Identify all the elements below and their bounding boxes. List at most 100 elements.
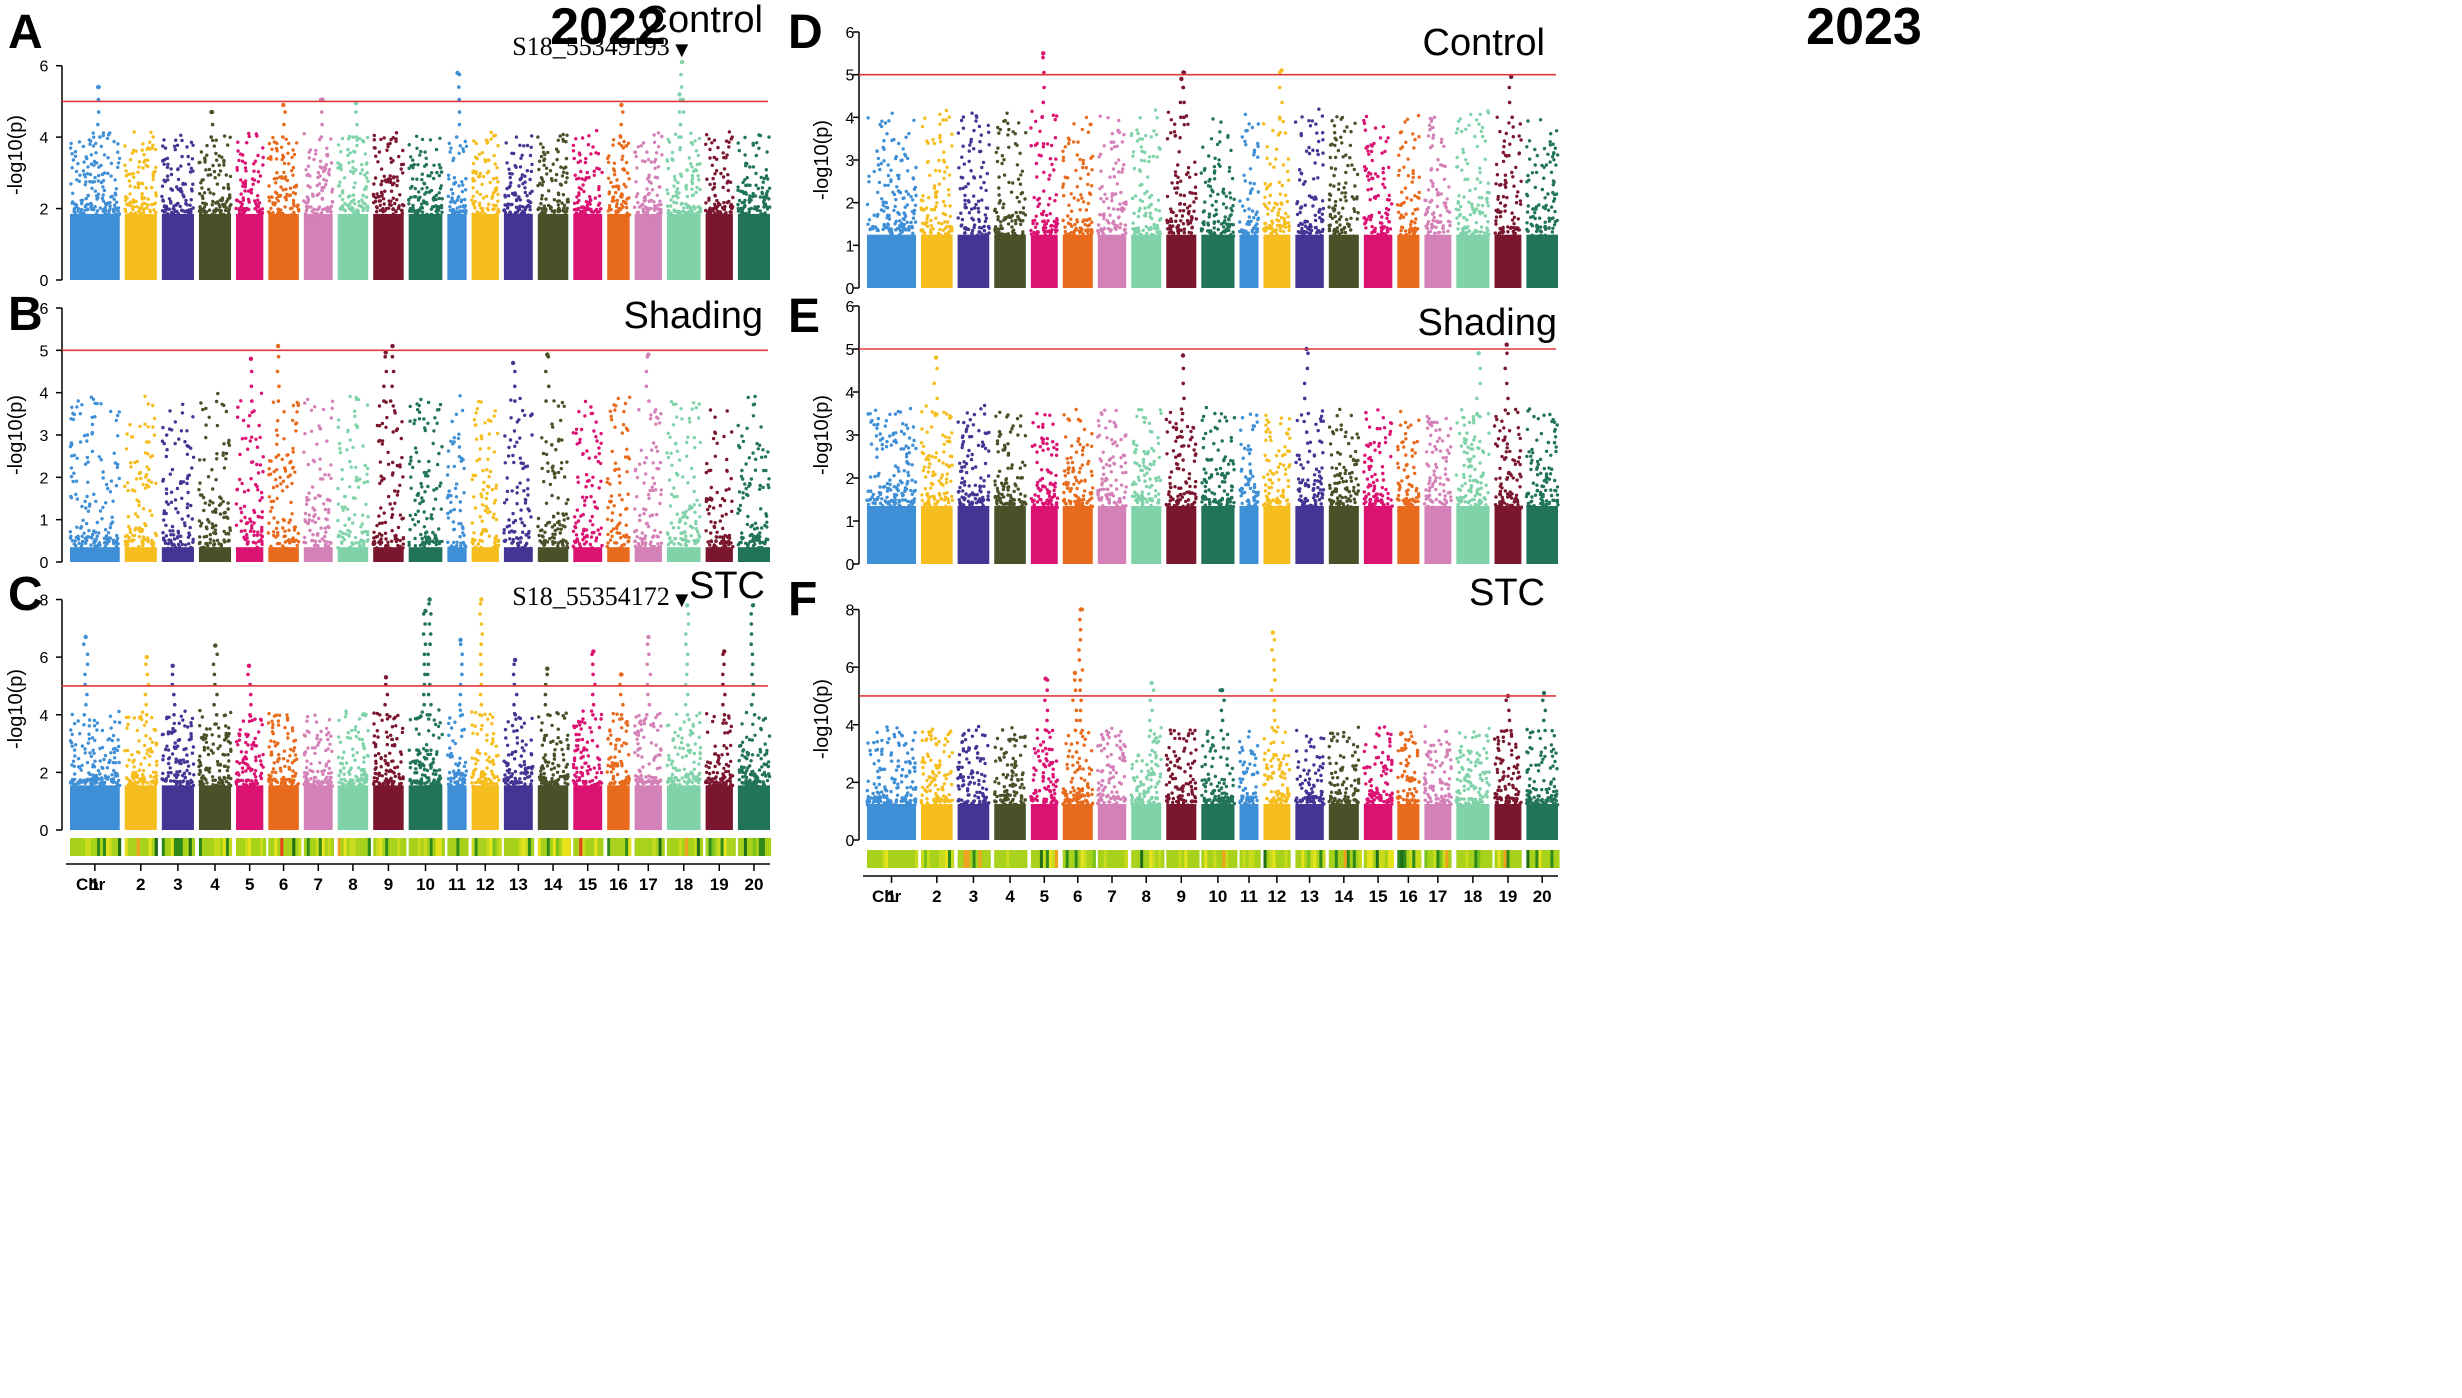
- snp-point: [459, 544, 463, 548]
- snp-point: [672, 486, 676, 490]
- snp-point: [645, 150, 649, 154]
- snp-point: [321, 407, 326, 412]
- snp-point: [696, 153, 700, 158]
- snp-point: [88, 172, 93, 177]
- snp-point: [471, 179, 475, 183]
- peak-snp-point: [545, 352, 550, 357]
- snp-point: [337, 184, 342, 188]
- snp-points: [68, 343, 771, 562]
- snp-point: [574, 427, 579, 431]
- snp-point: [292, 203, 296, 208]
- snp-point: [556, 527, 560, 531]
- snp-point: [190, 716, 195, 721]
- snp-point: [268, 509, 273, 513]
- snp-point: [597, 187, 601, 192]
- snp-point: [279, 784, 283, 788]
- snp-point: [142, 210, 146, 214]
- snp-point: [144, 720, 149, 724]
- snp-point: [189, 446, 193, 450]
- snp-point: [458, 209, 463, 213]
- snp-point: [125, 202, 129, 207]
- snp-point: [615, 178, 619, 182]
- snp-point: [354, 734, 359, 739]
- snp-point: [440, 210, 444, 214]
- snp-point: [250, 746, 254, 751]
- snp-point: [592, 500, 597, 504]
- snp-point: [751, 165, 756, 169]
- snp-point: [517, 184, 521, 188]
- snp-point: [165, 165, 170, 169]
- snp-point: [420, 187, 424, 191]
- snp-point: [276, 723, 281, 727]
- snp-point: [727, 199, 731, 204]
- snp-point: [261, 155, 265, 160]
- chromosome-points-body: [161, 785, 194, 830]
- snp-point: [390, 782, 395, 786]
- snp-point: [170, 752, 175, 756]
- snp-point: [217, 781, 221, 785]
- snp-point: [152, 727, 156, 732]
- snp-point: [100, 777, 104, 781]
- snp-point: [357, 717, 362, 721]
- snp-point: [346, 528, 350, 533]
- snp-point: [416, 408, 420, 412]
- snp-point: [129, 461, 133, 465]
- snp-point: [137, 750, 141, 755]
- snp-point: [351, 753, 355, 758]
- snp-point: [597, 167, 601, 171]
- snp-point: [291, 769, 295, 773]
- snp-point: [434, 193, 439, 197]
- snp-point: [616, 396, 620, 401]
- snp-point: [214, 507, 218, 511]
- snp-point: [315, 212, 319, 216]
- snp-point: [68, 739, 73, 743]
- snp-point: [106, 531, 111, 535]
- snp-point: [563, 475, 567, 479]
- snp-point: [420, 210, 425, 214]
- snp-point: [401, 546, 405, 550]
- snp-point: [492, 512, 496, 516]
- snp-point: [439, 184, 443, 188]
- snp-point: [396, 543, 400, 548]
- snp-point: [88, 180, 92, 184]
- snp-point: [317, 516, 321, 521]
- snp-point: [566, 200, 570, 204]
- snp-point: [448, 150, 452, 154]
- snp-point: [107, 760, 111, 765]
- snp-point: [351, 171, 355, 175]
- y-tick-label: 4: [40, 386, 49, 403]
- snp-point: [267, 210, 271, 214]
- snp-point: [126, 488, 130, 493]
- snp-point: [712, 182, 717, 186]
- snp-point: [401, 171, 405, 175]
- snp-point: [452, 200, 456, 204]
- snp-point: [312, 782, 316, 786]
- snp-point: [209, 135, 213, 139]
- snp-point: [565, 206, 569, 210]
- snp-point: [106, 156, 110, 160]
- snp-point: [324, 748, 328, 753]
- snp-point: [622, 139, 626, 144]
- chromosome-points-body: [408, 213, 443, 280]
- snp-point: [764, 468, 768, 473]
- snp-point: [309, 205, 313, 209]
- snp-point: [543, 542, 547, 547]
- snp-point: [99, 402, 103, 406]
- snp-point: [389, 137, 393, 142]
- snp-point: [676, 473, 680, 477]
- snp-point: [420, 137, 425, 142]
- snp-point: [109, 751, 113, 755]
- snp-point: [634, 528, 639, 533]
- snp-point: [477, 399, 481, 404]
- snp-point: [397, 775, 401, 780]
- snp-point: [112, 207, 116, 211]
- snp-point: [185, 782, 189, 786]
- snp-point: [372, 146, 376, 150]
- snp-point: [342, 766, 346, 770]
- snp-point: [107, 539, 111, 544]
- snp-point: [363, 173, 367, 177]
- snp-point: [411, 205, 415, 210]
- snp-point: [705, 461, 709, 466]
- snp-point: [95, 776, 99, 780]
